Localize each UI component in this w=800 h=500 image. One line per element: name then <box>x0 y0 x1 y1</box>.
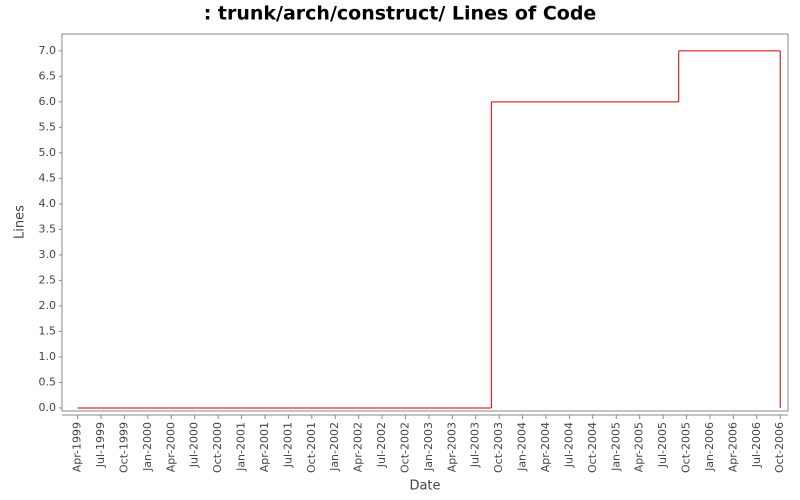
y-tick-label: 0.5 <box>39 375 57 388</box>
x-tick-label: Jul-2004 <box>562 422 575 468</box>
y-axis-label: Lines <box>13 205 28 239</box>
x-tick-label: Oct-2004 <box>586 422 599 473</box>
chart-title: : trunk/arch/construct/ Lines of Code <box>204 3 597 25</box>
x-tick-label: Oct-2002 <box>398 422 411 473</box>
x-tick-label: Oct-2003 <box>492 422 505 473</box>
y-tick-label: 4.0 <box>39 197 57 210</box>
x-tick-label: Jan-2003 <box>422 422 435 472</box>
x-tick-label: Jul-2001 <box>281 422 294 468</box>
x-tick-label: Oct-2005 <box>680 422 693 473</box>
x-tick-label: Jul-2002 <box>375 422 388 468</box>
x-axis-label: Date <box>409 479 440 494</box>
y-tick-label: 4.5 <box>39 171 57 184</box>
y-tick-label: 5.0 <box>39 146 57 159</box>
x-tick-label: Oct-2000 <box>211 422 224 473</box>
y-tick-label: 6.5 <box>39 69 57 82</box>
y-tick-label: 2.0 <box>39 299 57 312</box>
plot-area <box>61 33 789 412</box>
x-tick-label: Jul-2006 <box>750 422 763 468</box>
x-tick-label: Jan-2005 <box>609 422 622 472</box>
x-tick-label: Jan-2006 <box>703 422 716 472</box>
x-tick-label: Apr-2004 <box>539 422 552 472</box>
x-tick-label: Apr-2003 <box>445 422 458 472</box>
x-tick-label: Apr-2000 <box>164 422 177 472</box>
x-tick-label: Jan-2000 <box>141 422 154 472</box>
x-tick-label: Jul-2003 <box>469 422 482 468</box>
y-tick-label: 3.5 <box>39 222 57 235</box>
x-tick-label: Apr-2001 <box>258 422 271 472</box>
y-tick-label: 3.0 <box>39 248 57 261</box>
y-tick-label: 5.5 <box>39 120 57 133</box>
x-tick-label: Apr-2002 <box>352 422 365 472</box>
x-tick-label: Apr-2005 <box>633 422 646 472</box>
x-tick-label: Oct-1999 <box>117 422 130 473</box>
y-tick-label: 2.5 <box>39 273 57 286</box>
x-tick-label: Oct-2001 <box>305 422 318 473</box>
x-tick-label: Apr-2006 <box>726 422 739 472</box>
y-tick-label: 1.5 <box>39 324 57 337</box>
x-tick-label: Apr-1999 <box>71 422 84 472</box>
y-tick-label: 7.0 <box>39 44 57 57</box>
x-tick-label: Jan-2001 <box>235 422 248 472</box>
x-tick-label: Jan-2004 <box>516 422 529 472</box>
x-tick-label: Jul-1999 <box>94 422 107 468</box>
y-tick-label: 1.0 <box>39 350 57 363</box>
y-tick-label: 6.0 <box>39 95 57 108</box>
x-tick-label: Jan-2002 <box>328 422 341 472</box>
y-tick-label: 0.0 <box>39 401 57 414</box>
x-tick-label: Jul-2000 <box>188 422 201 468</box>
x-tick-label: Jul-2005 <box>656 422 669 468</box>
x-tick-label: Oct-2006 <box>773 422 786 473</box>
